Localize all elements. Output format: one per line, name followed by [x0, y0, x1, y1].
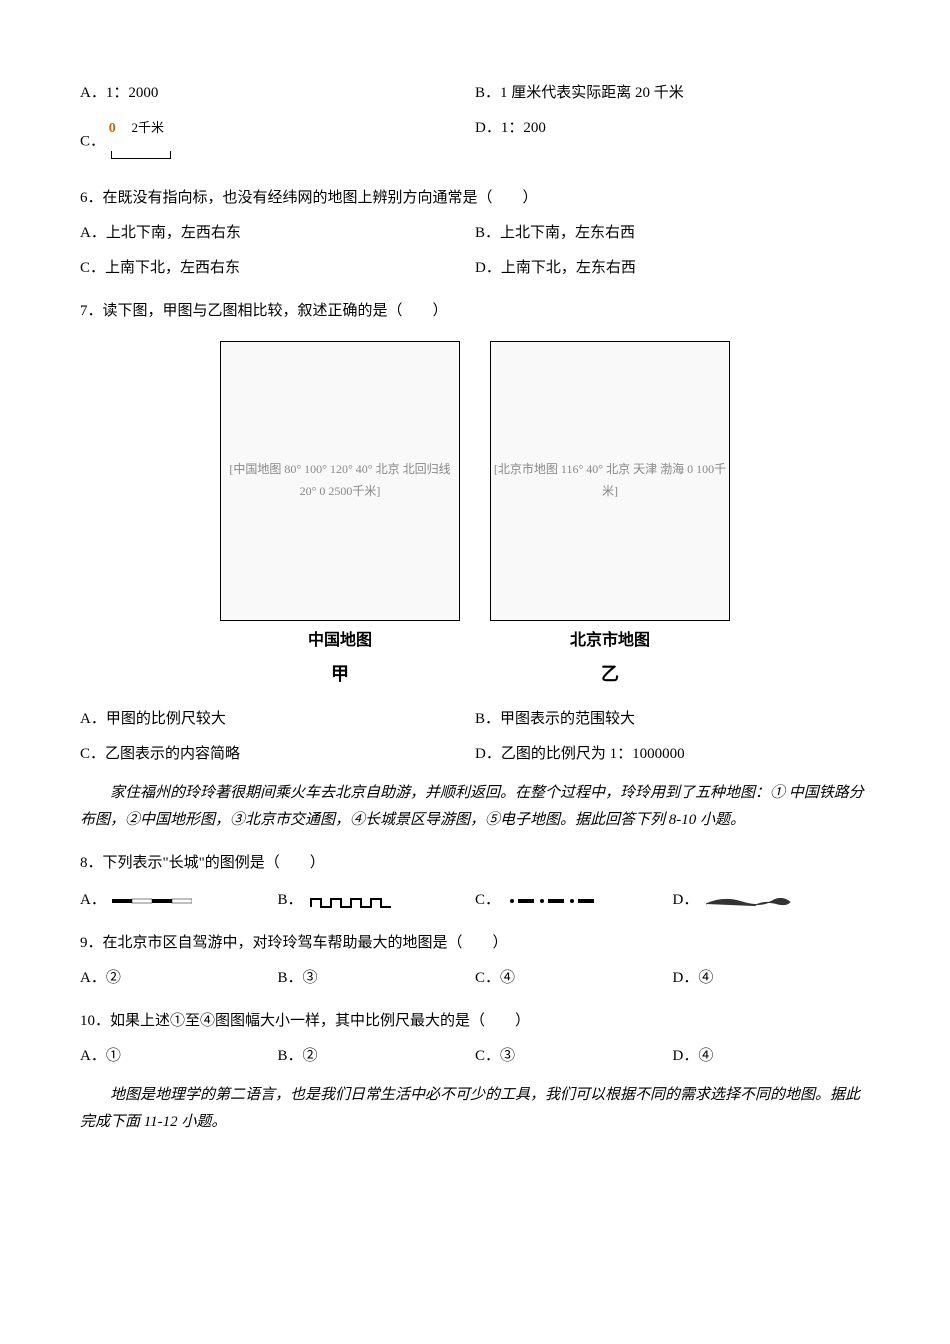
q8-option-d[interactable]: D．	[673, 887, 871, 914]
q5-option-d[interactable]: D．1：200	[475, 115, 870, 169]
scale-zero: 0	[109, 121, 116, 136]
q5-option-c-prefix: C．	[80, 133, 105, 149]
beijing-map-title: 北京市地图	[570, 627, 650, 656]
boundary-symbol-icon	[506, 894, 596, 908]
context-11-12: 地图是地理学的第二语言，也是我们日常生活中必不可少的工具，我们可以根据不同的需求…	[80, 1082, 870, 1136]
q10-option-d[interactable]: D．④	[673, 1043, 871, 1070]
context-8-10-text: 家住福州的玲玲著很期间乘火车去北京自助游，并顺利返回。在整个过程中，玲玲用到了五…	[80, 780, 870, 834]
china-map-label: 甲	[331, 658, 349, 690]
q9-option-b[interactable]: B．③	[278, 965, 476, 992]
q5-option-c[interactable]: C． 0 2千米	[80, 115, 475, 169]
great-wall-symbol-icon	[309, 893, 399, 909]
q7-stem: 7．读下图，甲图与乙图相比较，叙述正确的是（ ）	[80, 298, 870, 325]
river-symbol-icon	[704, 892, 794, 910]
q7-option-c[interactable]: C．乙图表示的内容简略	[80, 741, 475, 768]
q6-option-d[interactable]: D．上南下北，左东右西	[475, 255, 870, 282]
beijing-map-image: [北京市地图 116° 40° 北京 天津 渤海 0 100千米]	[490, 341, 730, 621]
q8-option-a[interactable]: A．	[80, 887, 278, 914]
q7-option-a[interactable]: A．甲图的比例尺较大	[80, 706, 475, 733]
q10-stem: 10．如果上述①至④图图幅大小一样，其中比例尺最大的是（ ）	[80, 1008, 870, 1035]
q8-stem: 8．下列表示"长城"的图例是（ ）	[80, 850, 870, 877]
beijing-map-label: 乙	[601, 658, 619, 690]
railway-symbol-icon	[112, 896, 192, 906]
q10-option-a[interactable]: A．①	[80, 1043, 278, 1070]
q8-option-b[interactable]: B．	[278, 887, 476, 914]
q5-option-b[interactable]: B．1 厘米代表实际距离 20 千米	[475, 80, 870, 107]
china-map-title: 中国地图	[308, 627, 372, 656]
q9-stem: 9．在北京市区自驾游中，对玲玲驾车帮助最大的地图是（ ）	[80, 930, 870, 957]
q10-option-b[interactable]: B．②	[278, 1043, 476, 1070]
q9-option-a[interactable]: A．②	[80, 965, 278, 992]
q6-option-b[interactable]: B．上北下南，左东右西	[475, 220, 870, 247]
q6-stem: 6．在既没有指向标，也没有经纬网的地图上辨别方向通常是（ ）	[80, 185, 870, 212]
scale-bar-icon: 0 2千米	[109, 115, 171, 169]
q9-option-c[interactable]: C．④	[475, 965, 673, 992]
q9-option-d[interactable]: D．④	[673, 965, 871, 992]
q8-c-label: C．	[475, 887, 500, 914]
q8-a-label: A．	[80, 887, 106, 914]
context-11-12-text: 地图是地理学的第二语言，也是我们日常生活中必不可少的工具，我们可以根据不同的需求…	[80, 1082, 870, 1136]
china-map-image: [中国地图 80° 100° 120° 40° 北京 北回归线 20° 0 25…	[220, 341, 460, 621]
q6-option-c[interactable]: C．上南下北，左西右东	[80, 255, 475, 282]
q6-option-a[interactable]: A．上北下南，左西右东	[80, 220, 475, 247]
q10-option-c[interactable]: C．③	[475, 1043, 673, 1070]
q8-b-label: B．	[278, 887, 303, 914]
scale-label: 2千米	[132, 120, 165, 135]
q8-option-c[interactable]: C．	[475, 887, 673, 914]
map-comparison: [中国地图 80° 100° 120° 40° 北京 北回归线 20° 0 25…	[80, 341, 870, 690]
q5-option-a[interactable]: A．1：2000	[80, 80, 475, 107]
q8-d-label: D．	[673, 887, 699, 914]
q7-option-b[interactable]: B．甲图表示的范围较大	[475, 706, 870, 733]
q7-option-d[interactable]: D．乙图的比例尺为 1：1000000	[475, 741, 870, 768]
context-8-10: 家住福州的玲玲著很期间乘火车去北京自助游，并顺利返回。在整个过程中，玲玲用到了五…	[80, 780, 870, 834]
